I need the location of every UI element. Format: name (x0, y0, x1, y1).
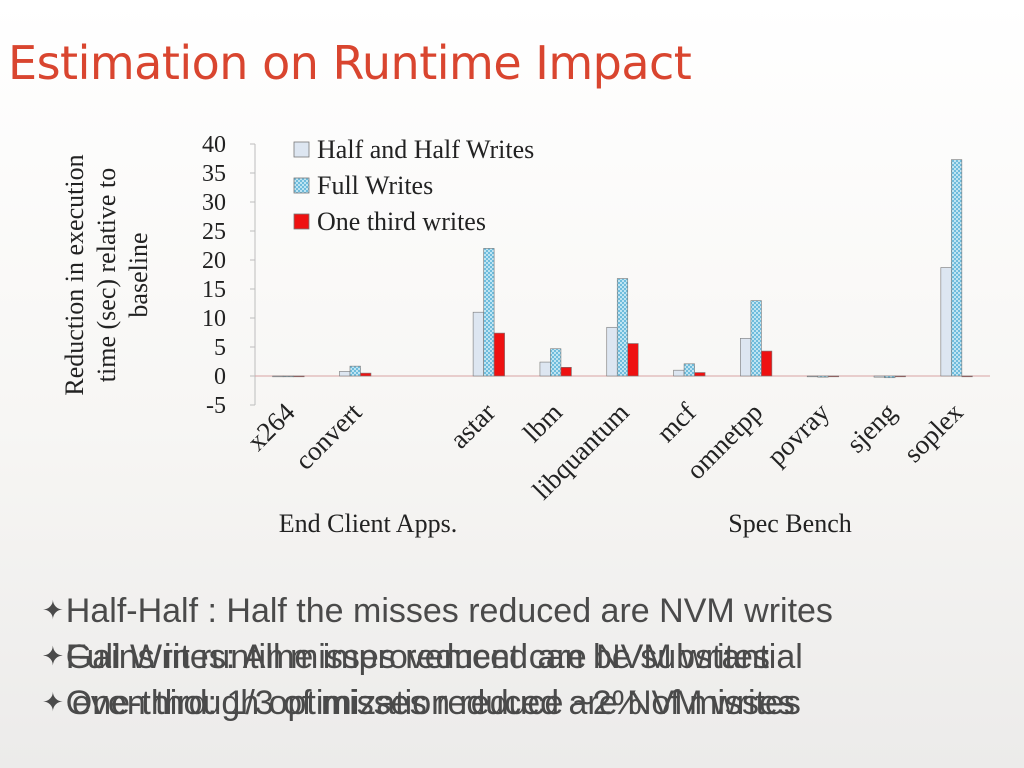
bullet-text: Gains in runtime improvement can be subs… (65, 638, 803, 676)
legend: Half and Half Writes Full Writes One third… (293, 135, 534, 236)
bullet-item: ✦One-third: 1/3 of misses reduced are NV… (42, 684, 801, 723)
legend-swatch (293, 177, 310, 194)
y-axis-label: Reduction in execution time (sec) relativ… (60, 154, 153, 395)
legend-swatch (293, 141, 310, 158)
bullet-item: ✦Half-Half : Half the misses reduced are… (42, 592, 833, 631)
y-axis-title-line: Reduction in execution (60, 154, 89, 395)
bar (884, 375, 896, 379)
y-tick-label: 15 (202, 277, 226, 303)
bar (360, 372, 372, 377)
bar (894, 375, 906, 378)
x-tick-label: sjeng (840, 397, 902, 459)
bar (817, 375, 829, 378)
bar (951, 159, 963, 377)
bar (616, 278, 629, 377)
bullet-text: Half-Half : Half the misses reduced are … (65, 592, 833, 630)
legend-label: Full Writes (317, 171, 433, 200)
group-label: Spec Bench (728, 509, 851, 538)
legend-label: Half and Half Writes (317, 135, 534, 164)
bar (539, 361, 551, 377)
bar (282, 375, 294, 378)
bar (827, 375, 840, 378)
bar (293, 375, 305, 378)
bullet-star-icon: ✦ (42, 641, 64, 671)
slide-title: Estimation on Runtime Impact (8, 36, 692, 90)
x-tick-label: convert (289, 397, 368, 476)
bar (483, 248, 495, 377)
bar (694, 372, 706, 377)
bars (272, 159, 973, 379)
y-tick-label: 20 (202, 248, 226, 274)
y-tick-label: -5 (206, 393, 226, 419)
bar (961, 375, 973, 378)
bar (740, 337, 752, 377)
bar (493, 332, 505, 377)
bar (940, 267, 952, 377)
x-tick-label: soplex (898, 397, 969, 468)
bullet-item: even though optimization reduce ~2% of m… (72, 684, 795, 723)
y-tick-label: 30 (202, 190, 226, 216)
x-tick-label: astar (444, 397, 501, 454)
bar (272, 375, 284, 378)
bullet-star-icon: ✦ (42, 641, 64, 671)
y-tick-label: 10 (202, 306, 226, 332)
bar (560, 366, 572, 377)
y-axis-title: Reduction in execution time (sec) relativ… (60, 154, 153, 395)
y-tick-label: 0 (214, 364, 226, 390)
bullet-item: ✦Full Writes: All misses reduced are NVM… (42, 638, 770, 677)
legend-swatch (293, 213, 310, 230)
y-axis-title-line: time (sec) relative to (92, 168, 121, 382)
bar (606, 326, 618, 377)
y-tick-label: 35 (202, 161, 226, 187)
x-tick-label: lbm (517, 397, 568, 448)
bar (349, 365, 361, 377)
y-axis-title-line: baseline (124, 232, 153, 317)
bar-chart: Reduction in execution time (sec) relativ… (60, 132, 990, 538)
bar (683, 363, 695, 377)
bar (873, 375, 885, 378)
x-tick-label: x264 (241, 397, 301, 457)
y-tick-label: 40 (202, 132, 226, 158)
y-tick-label: 25 (202, 219, 226, 245)
bullet-star-icon: ✦ (42, 595, 64, 625)
bar (673, 369, 685, 377)
bullet-star-icon: ✦ (42, 687, 64, 717)
x-tick-label: povray (761, 397, 836, 472)
y-tick-label: 5 (214, 335, 226, 361)
bullet-text: even though optimization reduce ~2% of m… (72, 684, 795, 722)
legend-label: One third writes (317, 207, 486, 236)
group-label: End Client Apps. (279, 509, 457, 538)
group-labels: End Client Apps. Spec Bench (279, 509, 852, 538)
bar (550, 348, 562, 377)
bar (761, 350, 773, 377)
bar (339, 371, 351, 377)
bar (627, 343, 639, 377)
bar (750, 300, 762, 377)
bar (472, 311, 484, 377)
bullet-text: Full Writes: All misses reduced are NVM … (65, 638, 770, 676)
x-tick-label: mcf (651, 397, 702, 448)
bar (806, 375, 819, 378)
bullet-item: ✦Gains in runtime improvement can be sub… (42, 638, 803, 677)
bullet-text: One-third: 1/3 of misses reduced are NVM… (65, 684, 801, 722)
